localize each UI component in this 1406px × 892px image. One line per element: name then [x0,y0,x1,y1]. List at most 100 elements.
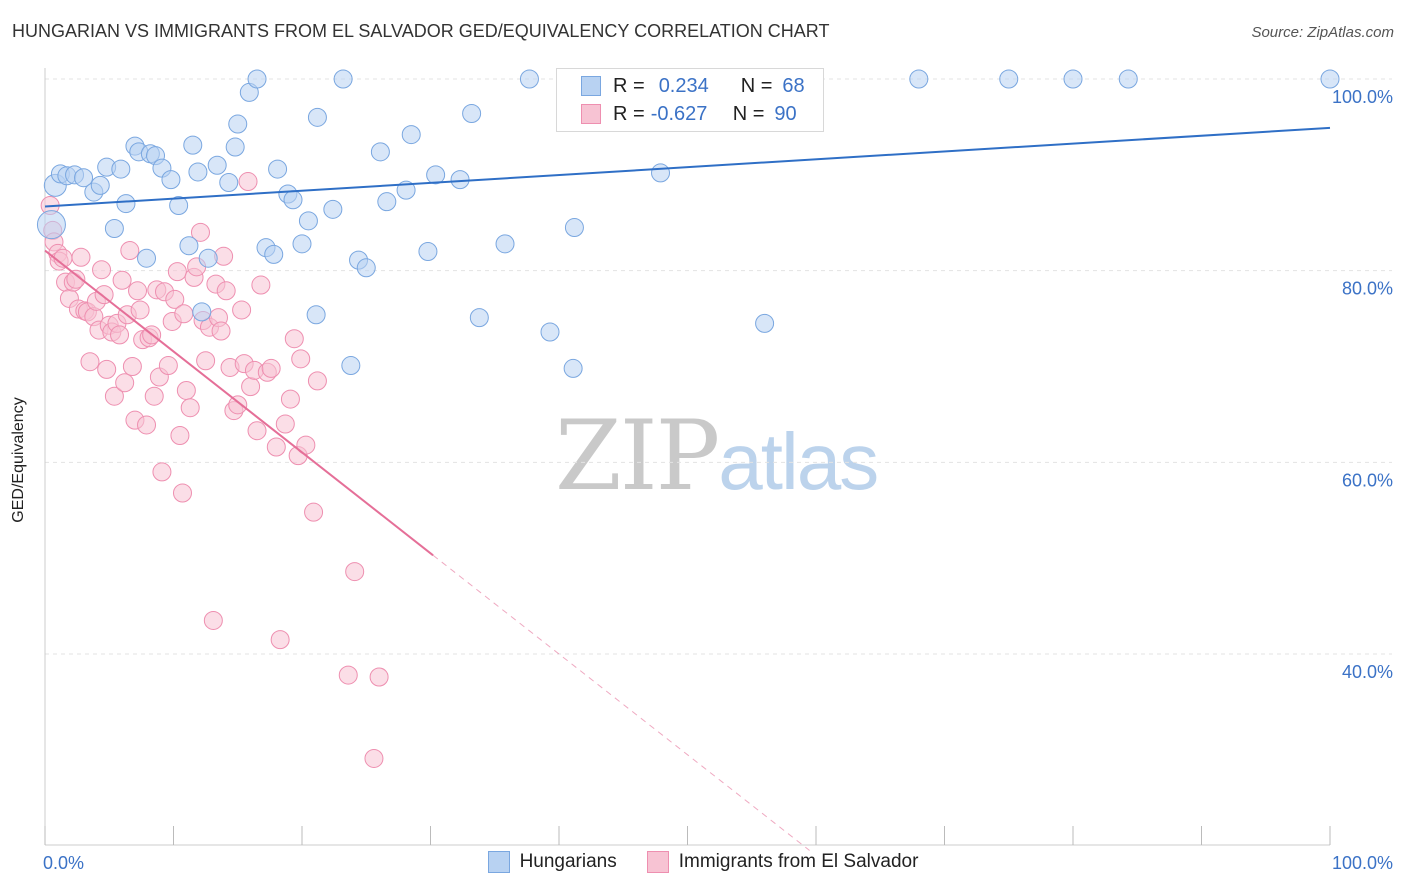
hungarian-point [198,248,218,268]
legend-item-hungarians: Hungarians [487,851,617,873]
el-salvador-point [232,300,252,320]
legend-label-hungarians: Hungarians [519,851,617,872]
el-salvador-point [180,398,200,418]
series-legend: Hungarians Immigrants from El Salvador [0,851,1406,873]
hungarian-point [1063,69,1083,89]
y-axis-label: GED/Equivalency [10,397,27,523]
legend-row-hungarians: R = 0.234 N = 68 [581,74,805,98]
el-salvador-point [137,415,157,435]
legend-row-el-salvador: R = -0.627 N = 90 [581,102,797,126]
hungarian-point [90,175,110,195]
hungarian-point [225,137,245,157]
hungarian-point [228,114,248,134]
el-salvador-point [152,462,172,482]
hungarian-point [283,190,303,210]
hungarian-point [179,236,199,256]
hungarian-point [169,196,189,215]
el-salvador-point [144,386,164,406]
hungarian-point [219,173,239,192]
hungarian-point [519,69,539,89]
el-salvador-point [92,260,112,280]
el-salvador-point [296,435,316,455]
hungarian-point [116,194,136,214]
el-salvador-point [66,269,86,289]
el-salvador-point [104,386,124,406]
el-salvador-point [364,748,384,768]
hungarian-point [564,218,584,238]
hungarian-point [74,168,94,188]
el-salvador-point [284,329,304,349]
hungarian-point [396,180,416,200]
hungarian-point [307,107,327,127]
el-salvador-trend-line [44,249,434,557]
hungarian-point [356,258,376,278]
el-salvador-point [203,610,223,630]
hungarian-point [188,162,208,182]
hungarian-point [999,69,1019,89]
el-salvador-point [196,351,216,371]
legend-item-el-salvador: Immigrants from El Salvador [646,851,919,873]
watermark-zip: ZIP [555,400,720,512]
el-salvador-point [247,421,267,441]
el-salvador-point [307,371,327,391]
watermark: ZIPatlas [555,400,879,512]
el-salvador-point [275,414,295,434]
legend-n-label: N = [740,74,773,97]
hungarian-point [264,244,284,264]
hungarian-point [268,159,288,179]
hungarian-point [137,248,157,268]
hungarian-point [462,104,482,123]
x-tick-label-max: 100.0% [1332,853,1393,873]
x-tick-label-min: 0.0% [43,853,84,873]
hungarian-point [333,69,353,89]
hungarian-point [563,358,583,378]
hungarian-point [495,234,515,254]
el-salvador-point [304,502,324,522]
el-salvador-point [167,262,187,282]
legend-swatch-pink [581,104,601,124]
el-salvador-point [128,281,148,301]
el-salvador-point [130,300,150,320]
el-salvador-point [172,483,192,503]
el-salvador-point [94,285,114,305]
source-credit: Source: ZipAtlas.com [1251,24,1394,41]
hungarian-point [161,170,181,190]
hungarian-point [207,155,227,175]
hungarian-point [426,165,446,185]
hungarian-point [909,69,929,89]
hungarian-trend-line [44,126,1331,208]
el-salvador-point [211,321,231,341]
hungarian-point [292,234,312,254]
el-salvador-point [280,389,300,409]
el-salvador-point [261,358,281,378]
hungarian-point [111,159,131,179]
hungarian-point [370,142,390,162]
el-salvador-point [115,373,135,393]
el-salvador-point [369,667,389,687]
watermark-atlas: atlas [718,417,879,506]
legend-swatch-pink [646,851,669,873]
hungarian-point [651,163,671,183]
chart-title: HUNGARIAN VS IMMIGRANTS FROM EL SALVADOR… [12,21,830,41]
el-salvador-point [158,356,178,376]
el-salvador-point [71,247,91,267]
hungarian-point [323,199,343,219]
el-salvador-point [165,289,185,309]
y-tick-label: 60.0% [1342,470,1393,490]
hungarian-point [298,211,318,231]
el-salvador-point [174,304,194,324]
el-salvador-point [251,275,271,295]
hungarian-point [1320,69,1340,89]
el-salvador-point [238,172,258,192]
el-salvador-point [228,395,248,415]
hungarian-point [192,302,212,322]
legend-label-el-salvador: Immigrants from El Salvador [678,851,919,872]
legend-swatch-blue [487,851,510,873]
hungarian-point [306,305,326,325]
el-salvador-point [216,281,236,301]
hungarian-point [183,135,203,155]
y-tick-label: 40.0% [1342,662,1393,682]
hungarian-point [247,69,267,89]
el-salvador-point [345,562,365,582]
el-salvador-point [80,352,100,372]
